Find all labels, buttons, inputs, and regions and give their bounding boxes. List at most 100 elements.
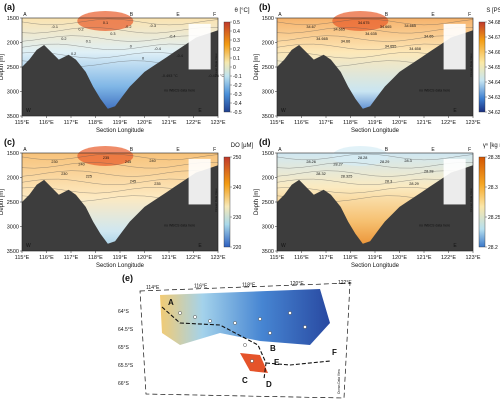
station-dot [233,321,237,325]
colorbar-tick-label: 34.62 [488,110,500,116]
contour-label: 0 [130,44,132,48]
station-dot [208,319,212,323]
colorbar [223,21,231,113]
y-axis-label: Depth [m] [0,189,5,215]
map-lat-label: 65.5°S [118,363,134,369]
no-data-region [188,158,211,205]
x-tick-label: 122°E [186,120,201,126]
x-tick-label: 117°E [319,255,334,261]
section-letter: F [213,147,216,153]
seafloor-bathymetry [277,165,473,251]
core-water-patch [77,145,134,166]
station-letter: B [270,344,276,353]
section-letter: E [176,12,180,18]
y-axis-label: Depth [m] [254,189,260,215]
map-lon-label: 118°E [242,282,256,288]
station-dot [258,317,262,321]
x-tick-label: 118°E [343,120,358,126]
x-tick-label: 120°E [392,120,407,126]
contour-label: 28.325 [341,175,353,179]
watermark-text: Ocean Data View [337,369,341,394]
no-data-region [188,23,211,70]
map-lat-label: 64.5°S [118,327,134,333]
map-lat-label: 65°S [118,345,130,351]
section-letter: B [130,147,134,153]
x-tick-label: 115°E [270,120,285,126]
map-lon-label: 120°E [290,281,304,287]
y-tick-label: 3000 [262,90,274,96]
station-letter: C [242,376,248,385]
contour-label: -0.476 °C [208,74,224,78]
contour-line [276,162,474,169]
contour-label: 34.635 [365,32,377,36]
panel-label: (c) [4,137,15,147]
contour-label: 245 [125,160,131,164]
section-letter: F [213,12,216,18]
y-tick-label: 3500 [262,114,274,120]
map-shelf-area [160,289,330,345]
colorbar-tick-label: 240 [233,185,242,191]
contour-label: 0.2 [61,37,66,41]
station-letter: A [168,298,174,307]
contour-line [21,35,219,42]
x-tick-label: 118°E [88,255,103,261]
colorbar-tick-label: 34.66 [488,50,500,56]
x-axis-label: Section Longitude [351,128,400,134]
map-lon-label: 122°E [338,280,352,286]
station-dot [303,325,307,329]
station-dot [178,311,182,315]
colorbar-tick-label: 0.2 [233,47,240,53]
colorbar-tick-label: 34.63 [488,95,500,101]
contour-line [21,27,219,34]
colorbar-tick-label: 34.65 [488,65,500,71]
contour-line [276,27,474,34]
core-water-patch [77,10,134,31]
colorbar-tick-label: -0.4 [233,101,242,107]
contour-line [276,170,474,177]
contour-label: 240 [78,162,84,166]
contour-label: 28.29 [380,160,390,164]
x-tick-label: 119°E [368,255,383,261]
corner-label-east: E [198,108,202,114]
x-tick-label: 120°E [137,120,152,126]
section-letter: B [385,12,389,18]
contour-label: 34.66 [341,40,351,44]
x-tick-label: 116°E [39,255,54,261]
y-tick-label: 2000 [262,41,274,47]
corner-label-west: W [26,108,31,114]
colorbar-tick-label: 34.64 [488,80,500,86]
chart-panel-3: (c) 230 240 235 245 240 230 225 245 235 A B E F W Eno W… [0,137,254,269]
no-data-note: no WBCS data here [419,224,450,228]
y-axis-label: Depth [m] [254,54,260,80]
y-tick-label: 2500 [262,65,274,71]
station-dot [193,315,197,319]
contour-label: 0.1 [103,21,108,25]
colorbar-tick-label: 0 [233,65,236,71]
section-letter: A [23,147,27,153]
x-tick-label: 123°E [465,120,480,126]
panel-label: (d) [259,137,271,147]
contour-label: 225 [86,175,92,179]
contour-label: 245 [130,179,136,183]
contour-line [276,153,474,161]
x-tick-label: 115°E [270,255,285,261]
colorbar-tick-label: -0.1 [233,74,242,80]
contour-label: 0 [142,57,144,61]
x-tick-label: 115°E [15,120,30,126]
corner-label-east: E [198,243,202,249]
panel-label: (e) [122,273,133,283]
x-tick-label: 116°E [294,120,309,126]
y-axis-label: Depth [m] [0,54,5,80]
contour-label: 0.3 [110,32,115,36]
seafloor-bathymetry [277,30,473,116]
contour-label: 230 [61,172,67,176]
x-tick-label: 123°E [210,255,225,261]
contour-label: 34.665 [404,24,416,28]
x-tick-label: 123°E [465,255,480,261]
map-lat-label: 66°S [118,381,130,387]
watermark-text: Ocean Data View [214,53,218,77]
watermark-text: Ocean Data View [469,188,473,212]
no-data-region [443,158,466,205]
y-tick-label: 3500 [7,249,19,255]
